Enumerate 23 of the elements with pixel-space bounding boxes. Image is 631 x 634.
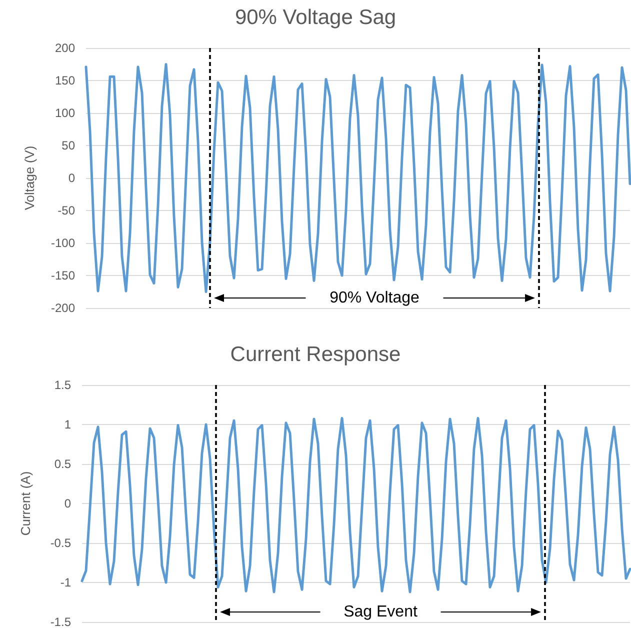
- y-tick-label: 0.5: [54, 457, 72, 471]
- y-tick-label: -0.5: [50, 536, 72, 550]
- y-tick-label: 150: [54, 74, 76, 88]
- y-tick-label: -1.5: [50, 615, 72, 629]
- chart-title: Current Response: [230, 343, 401, 366]
- y-tick-label: -100: [50, 236, 76, 250]
- y-tick-label: -200: [50, 301, 76, 315]
- chart-title: 90% Voltage Sag: [234, 6, 396, 29]
- line-series: [80, 416, 631, 594]
- y-tick-label: -150: [50, 268, 76, 282]
- y-tick-label: 1: [64, 418, 72, 432]
- y-tick-label: -50: [58, 204, 76, 218]
- annotation: Sag Event: [344, 604, 418, 620]
- y-tick-label: 100: [54, 106, 76, 120]
- y-tick-label: -1: [60, 576, 72, 590]
- y-tick-label: 0: [68, 171, 76, 185]
- y-tick-label: 50: [62, 138, 76, 152]
- y-tick-label: 1.5: [54, 378, 72, 392]
- y-axis-title: Current (A): [18, 471, 33, 536]
- y-axis-title: Voltage (V): [22, 146, 37, 210]
- annotation: 90% Voltage: [330, 290, 420, 306]
- y-tick-label: 200: [54, 41, 76, 55]
- y-tick-label: 0: [64, 496, 72, 510]
